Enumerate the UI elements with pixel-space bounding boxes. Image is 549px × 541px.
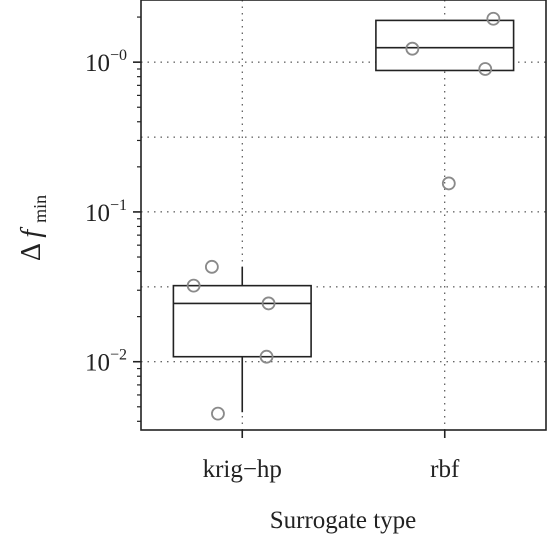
y-tick-label-0: 10−2 — [85, 347, 127, 377]
x-tick-label-0: krig−hp — [203, 456, 282, 483]
svg-text:Δ f min: Δ f min — [16, 195, 50, 261]
data-point-0-2 — [261, 296, 276, 311]
box-1 — [375, 19, 515, 72]
data-point-0-0 — [186, 278, 201, 293]
data-point-0-3 — [259, 349, 274, 364]
box-body — [172, 284, 312, 358]
data-point-1-3 — [441, 176, 456, 191]
points-group — [186, 11, 501, 421]
data-point-1-2 — [478, 62, 493, 76]
y-tick-label-1: 10−1 — [85, 197, 127, 227]
x-axis: krig−hp rbf — [203, 430, 460, 483]
y-axis-title-subscript: min — [30, 195, 50, 223]
y-axis: 10−2 10−1 10−0 — [85, 16, 141, 422]
data-point-0-1 — [204, 259, 219, 274]
data-point-1-0 — [405, 41, 420, 56]
plot-frame — [140, 0, 547, 431]
data-point-1-1 — [486, 11, 501, 26]
y-axis-title-variable: f — [16, 227, 47, 238]
data-point-0-4 — [211, 406, 225, 421]
box-body — [375, 19, 515, 72]
x-axis-title: Surrogate type — [270, 507, 416, 534]
box-0 — [172, 266, 312, 413]
y-axis-title: Δ f min — [16, 195, 50, 261]
y-axis-title-symbol: Δ — [16, 244, 47, 261]
y-tick-label-2: 10−0 — [85, 47, 127, 77]
boxes-group — [172, 19, 515, 413]
x-tick-label-1: rbf — [430, 456, 460, 483]
